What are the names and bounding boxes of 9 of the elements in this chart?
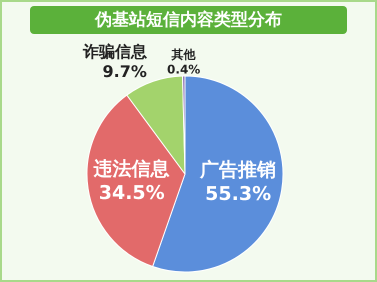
slice-label: 违法信息 <box>92 158 170 180</box>
slice-label: 诈骗信息 <box>82 42 148 61</box>
data-label: 55.3% <box>205 182 272 205</box>
data-label: 34.5% <box>98 182 165 204</box>
chart-title: 伪基站短信内容类型分布 <box>30 6 347 34</box>
slice-label: 其他 <box>170 47 197 62</box>
data-label: 9.7% <box>102 62 147 81</box>
slice-label: 广告推销 <box>199 159 276 182</box>
data-label: 0.4% <box>167 62 200 76</box>
